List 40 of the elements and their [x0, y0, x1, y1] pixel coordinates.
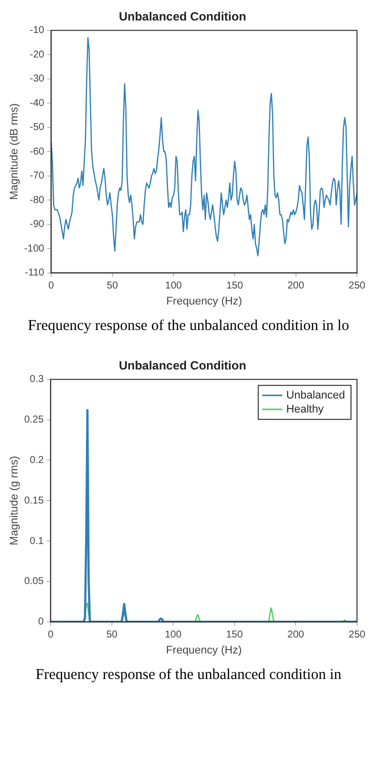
legend-label: Healthy [286, 403, 324, 416]
x-tick-label: 50 [106, 280, 118, 292]
x-tick-label: 150 [226, 630, 244, 641]
x-tick-label: 0 [48, 280, 54, 292]
x-axis-title: Frequency (Hz) [166, 644, 242, 656]
x-axis-title: Frequency (Hz) [166, 295, 242, 308]
y-axis-title: Magnitude (dB rms) [8, 103, 21, 200]
x-tick-label: 200 [287, 630, 305, 641]
x-tick-label: 0 [48, 630, 54, 641]
y-tick-label: 0.15 [24, 495, 44, 506]
x-tick-label: 250 [348, 280, 366, 292]
y-tick-label: -100 [24, 243, 45, 254]
y-tick-label: -10 [30, 25, 45, 36]
legend-label: Unbalanced [286, 389, 346, 402]
x-tick-label: 150 [226, 280, 244, 292]
text: Frequency response of the unbalanced condition in [34, 667, 342, 684]
y-tick-label: -40 [30, 98, 45, 109]
y-tick-label: -50 [30, 122, 45, 134]
y-tick-label: -70 [30, 170, 45, 182]
y-tick-label: -110 [24, 268, 45, 279]
x-tick-label: 50 [106, 630, 118, 641]
chart-title: Unbalanced Condition [118, 10, 246, 24]
x-tick-label: 100 [165, 280, 182, 292]
y-tick-label: -30 [30, 74, 45, 85]
y-tick-label: -80 [30, 194, 45, 206]
x-tick-label: 250 [348, 630, 366, 641]
chart-title: Unbalanced Condition [118, 358, 246, 373]
y-tick-label: -90 [30, 219, 45, 230]
y-tick-label: -20 [30, 49, 45, 60]
y-tick-label: -60 [30, 146, 45, 158]
y-tick-label: 0.05 [24, 576, 44, 588]
y-axis-title: Magnitude (g rms) [8, 456, 21, 546]
y-tick-label: 0 [38, 616, 44, 628]
y-tick-label: 0.3 [30, 374, 44, 386]
y-tick-label: 0.25 [24, 414, 44, 426]
x-tick-label: 200 [288, 280, 305, 292]
text: Frequency response of the unbalanced condition in lo [26, 318, 350, 335]
y-tick-label: 0.2 [30, 454, 44, 466]
x-tick-label: 100 [164, 630, 182, 641]
y-tick-label: 0.1 [30, 536, 44, 547]
